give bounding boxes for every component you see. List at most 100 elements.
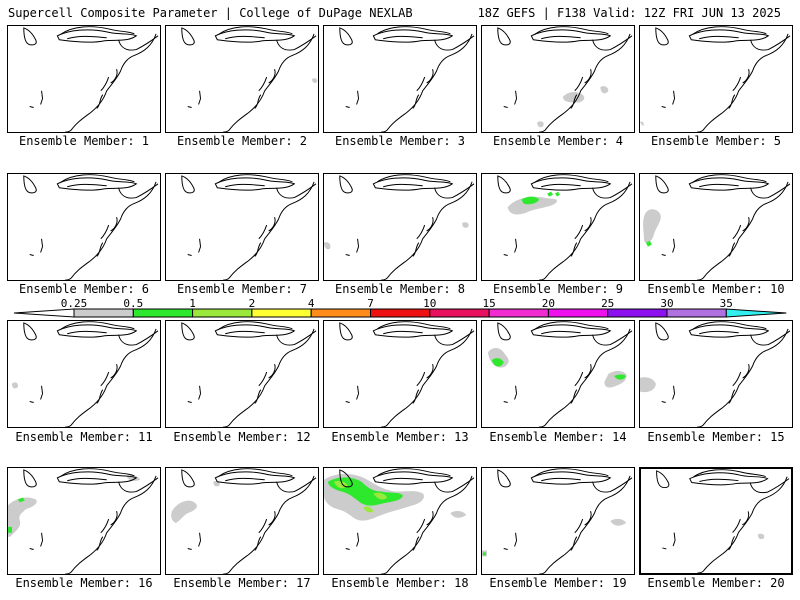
coastline xyxy=(65,475,157,574)
colorbar-tick-label: 4 xyxy=(308,298,315,310)
colorbar-segment xyxy=(607,308,668,318)
coastline xyxy=(223,475,315,574)
scp-contour-fill xyxy=(640,377,656,393)
member-map-svg xyxy=(324,468,475,574)
colorbar-over-triangle xyxy=(725,308,787,318)
ensemble-member-label: Ensemble Member: 4 xyxy=(492,134,624,148)
coastline xyxy=(56,29,138,43)
coastline xyxy=(539,328,631,427)
coastline xyxy=(434,330,475,346)
coastline xyxy=(672,532,676,547)
coastline xyxy=(198,90,202,105)
ensemble-member-label: Ensemble Member: 5 xyxy=(650,134,782,148)
ensemble-member-map-15 xyxy=(639,320,793,428)
member-map-svg xyxy=(497,174,633,280)
coastline xyxy=(514,532,518,547)
coastline xyxy=(570,511,592,551)
coastline xyxy=(23,322,37,341)
coastline xyxy=(699,330,739,335)
coastline xyxy=(539,181,631,280)
scp-contour-fill xyxy=(363,506,374,513)
coastline xyxy=(539,475,631,574)
scp-contour-fill xyxy=(643,209,661,244)
ensemble-member-label: Ensemble Member: 6 xyxy=(18,282,150,296)
member-map-svg xyxy=(181,174,317,280)
coastline xyxy=(339,175,353,194)
coastline xyxy=(29,254,34,256)
scp-contour-fill xyxy=(757,533,765,540)
coastline xyxy=(672,238,676,253)
member-map-svg xyxy=(487,321,633,427)
coastline xyxy=(592,477,633,493)
coastline xyxy=(118,330,159,346)
coastline xyxy=(118,477,159,493)
coastline xyxy=(187,106,192,108)
coastline xyxy=(541,183,581,188)
coastline xyxy=(535,174,609,183)
color-legend-bar: 0.25 0.5 1 2 4 7 10 15 20 25 30 35 xyxy=(13,298,787,318)
coastline xyxy=(223,181,315,280)
coastline xyxy=(23,469,37,488)
scp-contour-fill xyxy=(645,240,652,247)
coastline xyxy=(356,385,360,400)
ensemble-member-map-14 xyxy=(481,320,635,428)
coastline xyxy=(181,469,195,488)
member-map-svg xyxy=(23,174,159,280)
scp-contour-fill xyxy=(11,382,19,389)
coastline xyxy=(693,321,767,330)
scp-contour-fill xyxy=(614,374,627,380)
coastline xyxy=(40,238,44,253)
coastline xyxy=(225,183,265,188)
scp-contour-fill xyxy=(491,358,504,367)
coastline xyxy=(728,511,750,551)
coastline xyxy=(254,511,276,551)
coastline xyxy=(67,477,107,482)
coastline xyxy=(412,364,434,404)
coastline xyxy=(750,330,791,346)
coastline xyxy=(377,174,451,183)
coastline xyxy=(372,29,454,43)
coastline xyxy=(225,35,265,40)
coastline xyxy=(96,511,118,551)
coastline xyxy=(23,27,37,46)
scp-contour-fill xyxy=(610,518,627,526)
coastline xyxy=(383,477,423,482)
coastline xyxy=(214,29,296,43)
coastline xyxy=(225,330,265,335)
coastline xyxy=(497,322,511,341)
coastline xyxy=(699,183,739,188)
scp-contour-fill xyxy=(562,91,585,103)
member-map-svg xyxy=(181,26,318,132)
coastline xyxy=(697,328,789,427)
scp-contour-fill xyxy=(450,511,467,518)
coastline xyxy=(276,477,317,493)
member-map-svg xyxy=(482,468,633,574)
coastline xyxy=(535,321,609,330)
coastline xyxy=(345,548,350,550)
scp-contour-fill xyxy=(462,222,469,228)
coastline xyxy=(356,90,360,105)
coastline xyxy=(65,181,157,280)
coastline xyxy=(356,532,360,547)
coastline xyxy=(570,69,592,109)
coastline xyxy=(383,330,423,335)
coastline xyxy=(23,175,37,194)
ensemble-member-label: Ensemble Member: 8 xyxy=(334,282,466,296)
ensemble-member-label: Ensemble Member: 12 xyxy=(173,430,311,444)
coastline xyxy=(655,322,669,341)
coastline xyxy=(56,324,138,338)
coastline xyxy=(434,35,475,51)
scp-contour-fill xyxy=(373,492,388,500)
colorbar-tick-label: 10 xyxy=(423,298,436,310)
coastline xyxy=(541,35,581,40)
coastline xyxy=(661,254,666,256)
colorbar-segment xyxy=(251,308,312,318)
coastline xyxy=(381,475,473,574)
ensemble-member-label: Ensemble Member: 11 xyxy=(15,430,153,444)
ensemble-member-label: Ensemble Member: 17 xyxy=(173,576,311,590)
coastline xyxy=(219,321,293,330)
coastline xyxy=(61,468,135,477)
member-map-svg xyxy=(324,174,475,280)
coastline xyxy=(372,471,454,485)
ensemble-member-label: Ensemble Member: 15 xyxy=(647,430,785,444)
